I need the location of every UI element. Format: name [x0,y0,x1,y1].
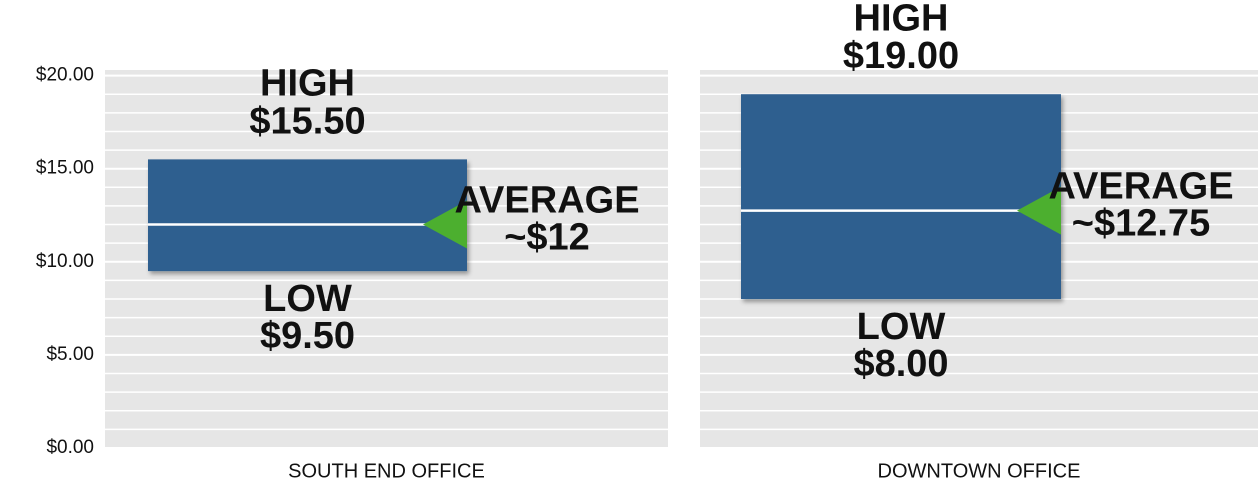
range-bar [148,159,467,272]
low-label: LOW [857,306,946,348]
average-marker [1017,186,1061,235]
average-value-label: ~$12 [504,217,590,259]
y-tick-label: $0.00 [46,437,94,458]
low-value-label: $9.50 [260,315,355,357]
y-tick-label: $10.00 [36,251,94,272]
y-tick-label: $5.00 [46,344,94,365]
y-tick-label: $20.00 [36,65,94,86]
range-bar [741,94,1061,300]
high-label: HIGH [854,0,949,39]
average-label: AVERAGE [454,180,639,222]
average-label: AVERAGE [1048,166,1233,208]
average-marker [423,200,467,249]
y-tick-label: $15.00 [36,158,94,179]
x-tick-label: SOUTH END OFFICE [288,460,485,482]
high-value-label: $19.00 [843,35,959,77]
x-tick-label: DOWNTOWN OFFICE [878,460,1081,482]
high-value-label: $15.50 [249,100,365,142]
high-label: HIGH [260,62,355,104]
low-value-label: $8.00 [853,343,948,385]
low-label: LOW [263,278,352,320]
average-value-label: ~$12.75 [1072,203,1210,245]
